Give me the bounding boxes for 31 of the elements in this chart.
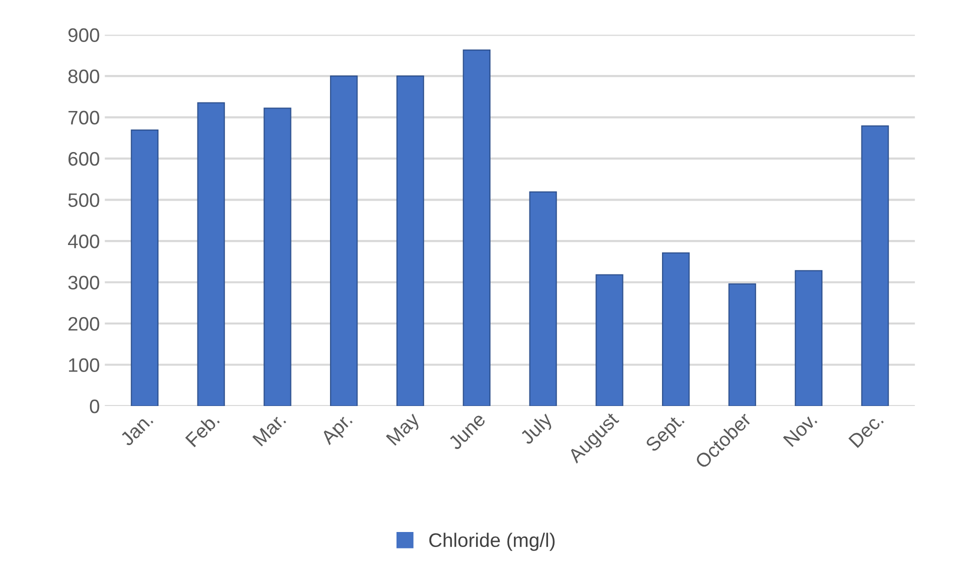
bar <box>596 274 624 406</box>
x-tick-label: Nov. <box>783 412 818 448</box>
bar <box>794 270 822 406</box>
bar <box>264 108 292 406</box>
y-tick-label: 900 <box>68 28 100 42</box>
bar <box>396 75 424 406</box>
bar <box>330 75 358 406</box>
legend-label: Chloride (mg/l) <box>429 532 555 551</box>
bar <box>462 50 490 406</box>
y-tick-label: 600 <box>68 152 100 166</box>
y-tick-label: 0 <box>90 399 100 414</box>
x-tick-label: Mar. <box>252 412 286 447</box>
bar <box>728 283 756 406</box>
x-tick-label: Feb. <box>184 412 220 448</box>
bar <box>529 191 557 406</box>
x-tick-label: Dec. <box>848 412 884 448</box>
y-tick-label: 700 <box>68 110 100 125</box>
y-tick-label: 400 <box>68 234 100 248</box>
x-tick-label: Apr. <box>320 412 356 448</box>
y-tick-label: 100 <box>69 358 100 372</box>
x-tick-label: Jan. <box>119 412 154 447</box>
bar <box>197 102 225 406</box>
y-tick-label: 300 <box>68 276 100 290</box>
bar <box>861 125 889 406</box>
y-tick-label: 200 <box>68 316 100 331</box>
bar <box>130 130 159 406</box>
y-tick-label: 500 <box>68 193 100 208</box>
x-tick-label: July <box>518 410 556 448</box>
bar <box>662 252 690 406</box>
y-tick-label: 800 <box>68 70 100 84</box>
x-tick-label: May <box>386 411 424 449</box>
